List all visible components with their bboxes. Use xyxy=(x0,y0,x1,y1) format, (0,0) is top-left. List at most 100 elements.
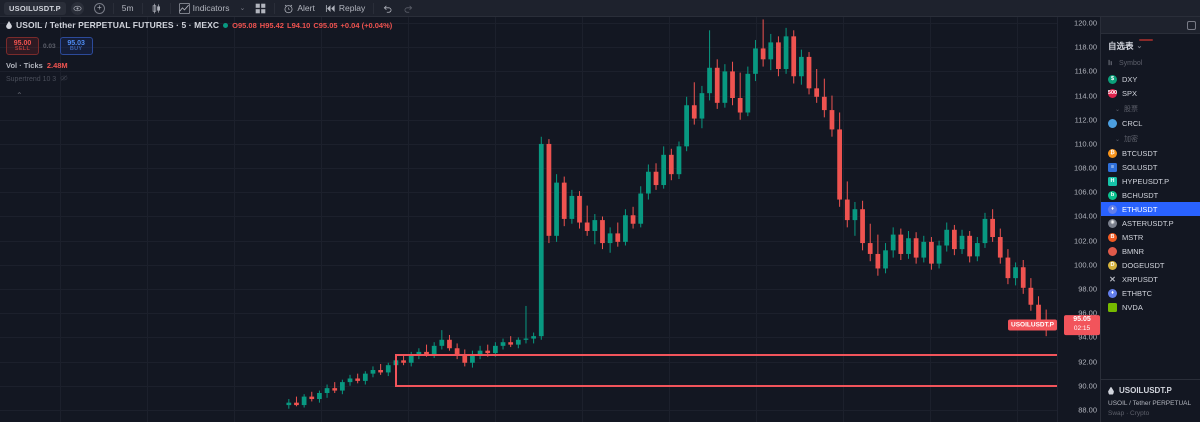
watchlist-column-label: Symbol xyxy=(1119,60,1143,67)
ohlc-key-l: L xyxy=(286,20,292,30)
chart-legend: USOIL / Tether PERPETUAL FUTURES · 5 · M… xyxy=(6,20,392,100)
watchlist-top-bar xyxy=(1101,17,1200,34)
watchlist-column-header[interactable]: Symbol xyxy=(1101,57,1200,72)
alarm-clock-icon xyxy=(283,3,294,14)
buy-price: 95.03 xyxy=(67,39,85,47)
chart-pane[interactable]: USOIL / Tether PERPETUAL FUTURES · 5 · M… xyxy=(0,17,1057,422)
ethereum-icon: ♦ xyxy=(1108,204,1117,214)
watchlist-group-header[interactable]: ⌄ 股票 xyxy=(1101,100,1200,116)
eye-icon xyxy=(70,1,84,15)
watchlist-item-hypeusdt-p[interactable]: H HYPEUSDT.P xyxy=(1101,174,1200,188)
watchlist-items[interactable]: $ DXY 500 SPX ⌄ 股票 CRCL ⌄ 加密 ₿ BTCUSDT ≡ SOLUSDT H HYP… xyxy=(1101,72,1200,379)
oil-drop-icon xyxy=(1108,386,1114,395)
watchlist-item-solusdt[interactable]: ≡ SOLUSDT xyxy=(1101,160,1200,174)
watchlist-header[interactable]: 自选表 ⌄ xyxy=(1101,34,1200,57)
symbol-button-label: USOILUSDT.P xyxy=(9,3,61,13)
price-tick: 106.00 xyxy=(1074,187,1097,197)
watchlist-item-label: ETHUSDT xyxy=(1122,204,1158,214)
watchlist-item-ethbtc[interactable]: ♦ ETHBTC xyxy=(1101,286,1200,300)
watchlist-item-nvda[interactable]: NVDA xyxy=(1101,300,1200,314)
current-price-symbol-badge: USOILUSDT.P xyxy=(1008,319,1057,331)
interval-button[interactable]: 5m xyxy=(117,1,139,16)
oil-drop-icon xyxy=(6,21,12,29)
sell-button[interactable]: 95.00 SELL xyxy=(6,37,39,56)
alert-label: Alert xyxy=(297,3,315,13)
price-tick: 110.00 xyxy=(1074,139,1097,149)
watchlist-item-label: NVDA xyxy=(1122,302,1143,312)
candlestick-series xyxy=(286,19,1049,409)
watchlist-item-bmnr[interactable]: BMNR xyxy=(1101,244,1200,258)
footer-symbol-row[interactable]: USOILUSDT.P xyxy=(1108,386,1193,395)
layout-button[interactable] xyxy=(250,1,271,16)
page-title: USOIL / Tether PERPETUAL FUTURES · 5 · M… xyxy=(16,20,220,30)
top-toolbar: USOILUSDT.P + 5m xyxy=(0,0,1200,17)
price-tick: 98.00 xyxy=(1078,284,1097,294)
watchlist-item-label: SOLUSDT xyxy=(1122,162,1158,172)
replay-button[interactable]: Replay xyxy=(320,1,370,16)
toolbar-divider xyxy=(112,2,114,14)
watchlist-item-spx[interactable]: 500 SPX xyxy=(1101,86,1200,100)
price-scale[interactable]: 120.00 118.00 116.00 114.00 112.00 110.00 108.… xyxy=(1057,17,1100,422)
footer-type: Swap · Crypto xyxy=(1108,410,1150,417)
ohlc-value-l: 94.10 xyxy=(291,20,311,30)
symbol-search-button[interactable]: USOILUSDT.P xyxy=(4,1,66,15)
legend-title-row[interactable]: USOIL / Tether PERPETUAL FUTURES · 5 · M… xyxy=(6,20,392,30)
volume-indicator-legend[interactable]: Vol · Ticks 2.48M xyxy=(6,61,392,70)
watchlist-item-xrpusdt[interactable]: ✕ XRPUSDT xyxy=(1101,272,1200,286)
watchlist-item-label: ETHBTC xyxy=(1122,288,1152,298)
watchlist-item-asterusdt-p[interactable]: ✳ ASTERUSDT.P xyxy=(1101,216,1200,230)
volume-indicator-name: Vol · Ticks xyxy=(6,61,43,71)
watchlist-item-label: MSTR xyxy=(1122,232,1144,242)
plus-icon: + xyxy=(93,2,105,14)
replay-icon xyxy=(325,3,336,14)
watchlist-item-dxy[interactable]: $ DXY xyxy=(1101,72,1200,86)
buy-button[interactable]: 95.03 BUY xyxy=(59,37,93,56)
ethereum-icon: ♦ xyxy=(1108,288,1117,298)
watchlist-item-label: XRPUSDT xyxy=(1122,274,1158,284)
undo-button[interactable] xyxy=(377,1,398,16)
bitcoin-cash-icon: b xyxy=(1108,190,1117,200)
toolbar-divider xyxy=(169,2,171,14)
watchlist-group-label: 股票 xyxy=(1124,106,1139,113)
price-tick: 120.00 xyxy=(1074,18,1097,28)
price-tick: 118.00 xyxy=(1074,42,1097,52)
ohlc-key-c: C xyxy=(313,20,319,30)
spx-badge-icon: 500 xyxy=(1107,88,1118,98)
watchlist-item-label: ASTERUSDT.P xyxy=(1122,218,1174,228)
indicators-dropdown-button[interactable]: ⌄ xyxy=(234,1,250,16)
watchlist-panel-icon[interactable] xyxy=(1187,20,1196,30)
toolbar-divider xyxy=(373,2,375,14)
candlestick-icon xyxy=(151,3,162,14)
indicators-label: Indicators xyxy=(192,3,230,13)
chevron-down-icon: ⌄ xyxy=(239,5,246,12)
undo-icon xyxy=(382,3,393,14)
indicators-button[interactable]: Indicators xyxy=(174,1,235,16)
alert-button[interactable]: Alert xyxy=(278,1,319,16)
symbol-watch-button[interactable] xyxy=(66,1,89,16)
eye-off-icon[interactable] xyxy=(60,74,68,84)
ohlc-value-o: 95.08 xyxy=(237,20,257,30)
microstrategy-icon: B xyxy=(1108,232,1117,242)
watchlist-group-header[interactable]: ⌄ 加密 xyxy=(1101,130,1200,146)
sort-icon xyxy=(1108,59,1115,68)
watchlist-item-label: HYPEUSDT.P xyxy=(1122,176,1170,186)
legend-collapse-button[interactable]: ⌃ xyxy=(16,91,23,101)
watchlist-item-label: SPX xyxy=(1122,88,1138,98)
watchlist-item-bchusdt[interactable]: b BCHUSDT xyxy=(1101,188,1200,202)
ripple-icon: ✕ xyxy=(1109,274,1116,284)
watchlist-item-mstr[interactable]: B MSTR xyxy=(1101,230,1200,244)
redo-button[interactable] xyxy=(398,1,419,16)
watchlist-item-btcusdt[interactable]: ₿ BTCUSDT xyxy=(1101,146,1200,160)
watchlist-item-dogeusdt[interactable]: D DOGEUSDT xyxy=(1101,258,1200,272)
price-tick: 88.00 xyxy=(1078,405,1097,415)
watchlist-item-crcl[interactable]: CRCL xyxy=(1101,116,1200,130)
buy-label: BUY xyxy=(69,45,83,52)
indicators-icon xyxy=(178,2,190,14)
watchlist-item-ethusdt[interactable]: ♦ ETHUSDT xyxy=(1101,202,1200,216)
price-tick: 116.00 xyxy=(1074,66,1097,76)
bitcoin-icon: ₿ xyxy=(1108,148,1117,158)
supertrend-indicator-legend[interactable]: Supertrend 10 3 xyxy=(6,74,392,84)
chart-style-button[interactable] xyxy=(146,1,167,16)
add-symbol-button[interactable]: + xyxy=(89,1,110,16)
current-price-badge[interactable]: 95.05 02:15 xyxy=(1064,314,1100,335)
